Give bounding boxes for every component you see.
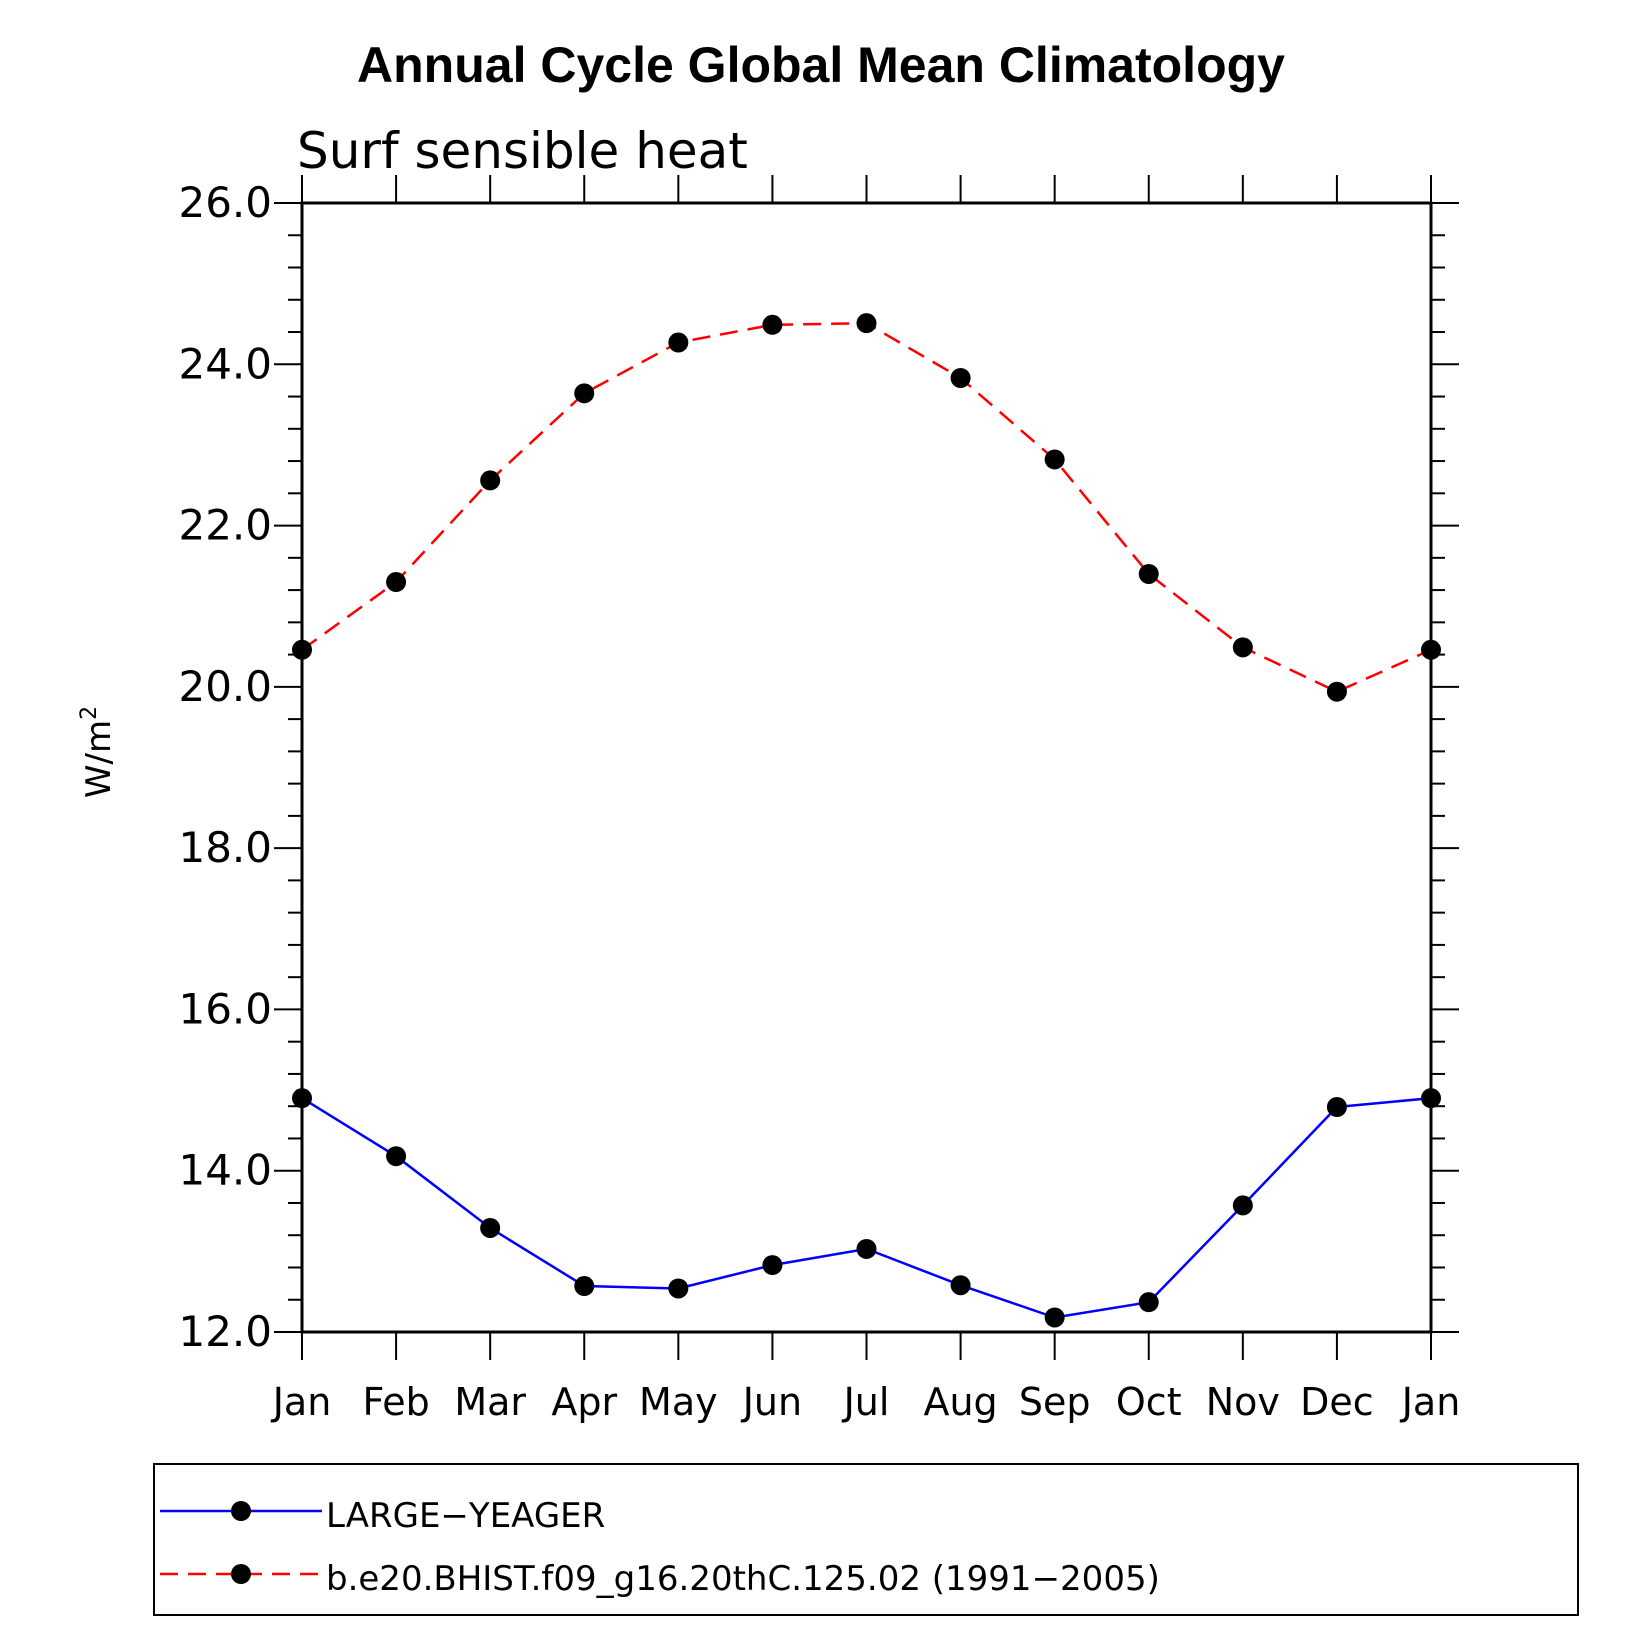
data-point [1326,681,1347,702]
data-point [762,314,783,335]
x-tick-label: Jan [271,1380,332,1424]
data-point [386,572,407,593]
y-tick-label: 14.0 [178,1146,272,1195]
data-point [1138,563,1159,584]
y-tick-label: 18.0 [178,823,272,872]
x-tick-label: Jan [1400,1380,1461,1424]
data-point [856,1238,877,1259]
data-point [1232,637,1253,658]
data-point [762,1255,783,1276]
data-point [668,1278,689,1299]
x-tick-label: Oct [1116,1380,1182,1424]
legend-box [153,1463,1579,1616]
data-point [574,1276,595,1297]
chart-title: Annual Cycle Global Mean Climatology [357,37,1285,93]
data-point [386,1146,407,1167]
y-axis-label: W/m2 [77,706,119,798]
x-tick-label: Aug [923,1380,997,1424]
x-tick-label: Feb [362,1380,429,1424]
x-tick-label: Sep [1019,1380,1091,1424]
x-tick-label: May [639,1380,718,1424]
data-point [668,332,689,353]
data-point [1044,449,1065,470]
x-tick-label: Nov [1206,1380,1280,1424]
y-tick-label: 12.0 [178,1307,272,1356]
x-tick-label: Jun [741,1380,802,1424]
data-point [480,1217,501,1238]
legend-label-1: LARGE−YEAGER [326,1496,605,1536]
plot-frame [300,201,1433,1334]
series-layer [292,313,1441,1328]
x-tick-labels: Jan Feb Mar Apr May Jun Jul Aug Sep Oct Nov Dec Jan [271,1380,1461,1424]
legend-marker [231,1564,251,1584]
data-point [856,313,877,334]
axis-ticks [274,175,1459,1360]
series-line-1 [301,1096,1432,1319]
x-tick-label: Apr [551,1380,617,1424]
y-tick-label: 22.0 [178,501,272,550]
data-point [1138,1292,1159,1313]
data-point [574,383,595,404]
svg-text:W/m2: W/m2 [77,706,119,798]
legend-label-2: b.e20.BHIST.f09_g16.20thC.125.02 (1991−2… [326,1559,1160,1599]
data-point [480,470,501,491]
data-point [950,1275,971,1296]
x-tick-label: Mar [454,1380,526,1424]
x-tick-label: Dec [1300,1380,1374,1424]
data-point [1326,1097,1347,1118]
y-tick-labels: 12.0 14.0 16.0 18.0 20.0 22.0 24.0 26.0 [178,178,272,1356]
y-axis-label-superscript: 2 [77,706,102,720]
legend: LARGE−YEAGER b.e20.BHIST.f09_g16.20thC.12… [153,1463,1579,1616]
series-line-2 [301,321,1432,694]
data-point [1044,1307,1065,1328]
y-tick-label: 16.0 [178,984,272,1033]
data-point [1232,1195,1253,1216]
y-tick-label: 20.0 [178,662,272,711]
data-point [950,367,971,388]
y-tick-label: 24.0 [178,339,272,388]
y-tick-label: 26.0 [178,178,272,227]
legend-marker [231,1501,251,1521]
chart-subtitle: Surf sensible heat [297,122,748,180]
y-axis-label-base: W/m [79,720,119,798]
x-tick-label: Jul [842,1380,890,1424]
